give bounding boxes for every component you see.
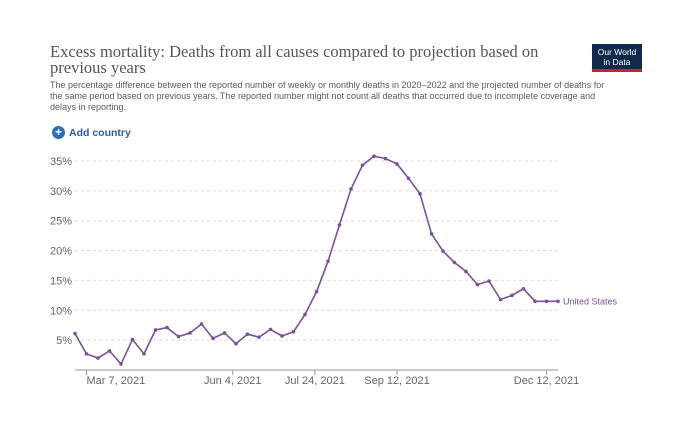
x-axis: Mar 7, 2021 Jun 4, 2021 Jul 24, 2021 Sep 12… <box>86 370 579 387</box>
data-point[interactable] <box>464 269 468 274</box>
plus-circle-icon: + <box>52 126 65 139</box>
data-point[interactable] <box>130 337 135 342</box>
data-point[interactable] <box>176 334 181 339</box>
data-point[interactable] <box>291 329 296 334</box>
add-country-button[interactable]: + Add country <box>52 126 131 139</box>
y-tick-label: 10% <box>50 305 72 317</box>
y-tick-label: 35% <box>50 156 72 168</box>
data-point[interactable] <box>337 223 342 227</box>
data-point[interactable] <box>521 286 526 291</box>
data-point[interactable] <box>257 335 261 339</box>
chart-subtitle: The percentage difference between the re… <box>50 80 605 112</box>
data-point[interactable] <box>153 328 158 332</box>
data-point[interactable] <box>119 362 123 366</box>
y-tick-label: 30% <box>50 186 72 198</box>
data-point[interactable] <box>280 334 284 338</box>
data-point[interactable] <box>211 336 215 341</box>
y-tick-label: 5% <box>56 335 72 347</box>
x-tick-label: Mar 7, 2021 <box>87 375 146 387</box>
data-point[interactable] <box>475 282 480 287</box>
data-point[interactable] <box>360 163 365 167</box>
data-point[interactable] <box>199 322 204 326</box>
y-tick-label: 15% <box>50 275 72 287</box>
data-point[interactable] <box>383 156 388 161</box>
data-point[interactable] <box>395 162 399 166</box>
data-point[interactable] <box>84 352 89 356</box>
data-point[interactable] <box>544 299 549 304</box>
logo-line-1: Our World <box>597 47 637 57</box>
data-point[interactable] <box>326 259 330 264</box>
data-point[interactable] <box>245 332 250 336</box>
data-point[interactable] <box>406 176 411 181</box>
data-point[interactable] <box>234 341 238 346</box>
data-point[interactable] <box>314 289 319 294</box>
x-tick-label: Sep 12, 2021 <box>364 375 429 387</box>
series-layer: United States <box>73 154 618 366</box>
x-tick-label: Jun 4, 2021 <box>204 375 262 387</box>
data-point[interactable] <box>429 232 434 236</box>
data-point[interactable] <box>418 192 422 196</box>
grid-lines <box>75 160 558 371</box>
data-point[interactable] <box>510 293 514 298</box>
data-point[interactable] <box>372 154 376 158</box>
data-point[interactable] <box>188 331 192 335</box>
data-point[interactable] <box>73 331 77 336</box>
data-point[interactable] <box>441 249 445 253</box>
data-point[interactable] <box>107 349 112 353</box>
y-tick-label: 20% <box>50 246 72 258</box>
x-tick-label: Jul 24, 2021 <box>285 375 345 387</box>
y-axis: 5% 10% 15% 20% 25% 30% 35% <box>50 156 72 347</box>
y-tick-label: 25% <box>50 216 72 228</box>
data-point[interactable] <box>165 325 169 330</box>
data-point[interactable] <box>487 279 491 283</box>
data-point[interactable] <box>142 352 146 356</box>
owid-logo[interactable]: Our World in Data <box>592 44 642 72</box>
data-point[interactable] <box>222 331 227 335</box>
data-point[interactable] <box>268 327 273 332</box>
data-point[interactable] <box>556 299 560 304</box>
chart-title: Excess mortality: Deaths from all causes… <box>50 42 539 77</box>
data-point[interactable] <box>533 299 537 304</box>
data-point[interactable] <box>498 297 503 302</box>
data-point[interactable] <box>349 187 353 191</box>
data-point[interactable] <box>96 356 100 360</box>
data-point[interactable] <box>303 312 307 317</box>
data-point[interactable] <box>452 260 457 265</box>
series-label-united-states[interactable]: United States <box>563 296 618 306</box>
series-line-united-states[interactable] <box>74 155 558 366</box>
x-tick-label: Dec 12, 2021 <box>514 375 579 387</box>
add-country-label: Add country <box>69 126 131 139</box>
logo-line-2: in Data <box>603 57 631 67</box>
